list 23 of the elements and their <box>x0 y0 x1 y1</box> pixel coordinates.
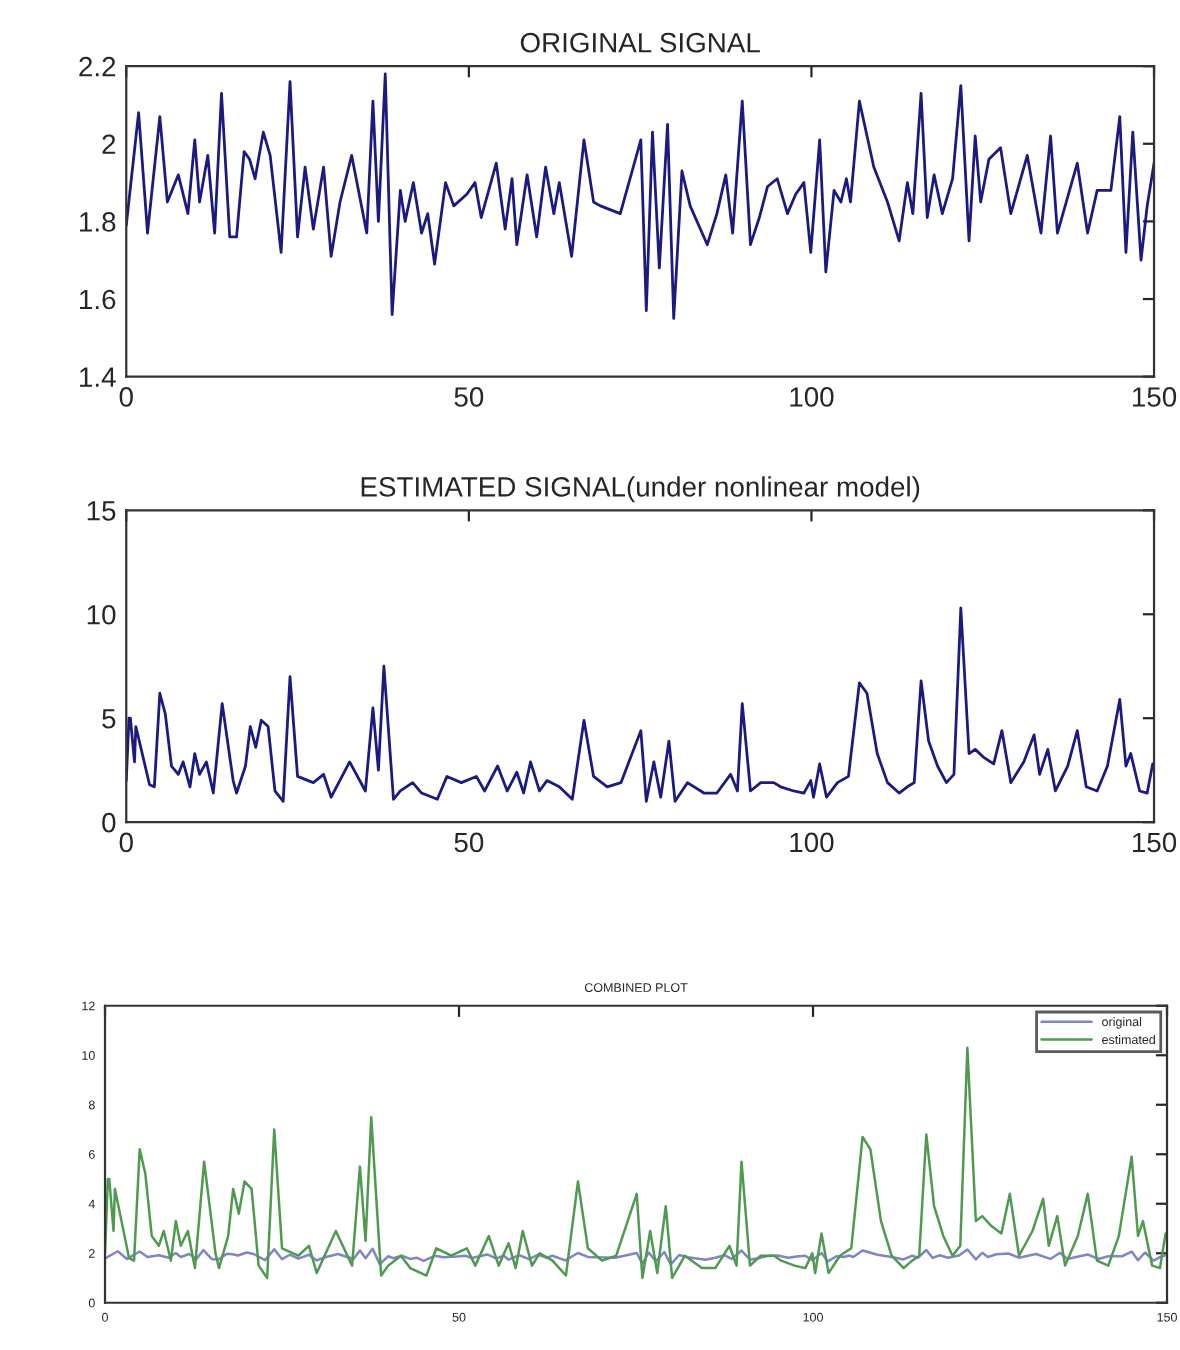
chart-title: ORIGINAL SIGNAL <box>520 32 760 53</box>
line-series <box>105 1247 1168 1266</box>
y-tick-label: 2 <box>102 134 116 154</box>
x-tick-label: 100 <box>790 832 834 853</box>
line-series <box>126 606 1155 803</box>
y-tick-label: 2.2 <box>79 56 116 77</box>
y-tick-label: 0 <box>102 812 116 833</box>
line-series <box>126 72 1155 320</box>
y-tick-label: 5 <box>102 709 116 729</box>
x-tick-label: 100 <box>790 387 834 407</box>
x-tick-label: 0 <box>119 387 133 407</box>
chart-title: ESTIMATED SIGNAL(under nonlinear model) <box>361 476 920 503</box>
y-tick-label: 1.8 <box>80 212 116 232</box>
y-tick-label: 10 <box>87 604 116 625</box>
x-tick-label: 150 <box>1132 832 1177 853</box>
y-tick-label: 1.6 <box>80 289 116 310</box>
x-tick-label: 0 <box>119 832 133 853</box>
x-tick-label: 150 <box>1132 387 1177 407</box>
x-tick-label: 50 <box>454 387 484 407</box>
y-tick-label: 1.4 <box>80 367 116 387</box>
line-series <box>105 1046 1167 1280</box>
x-tick-label: 50 <box>454 832 484 853</box>
y-tick-label: 15 <box>87 501 116 521</box>
